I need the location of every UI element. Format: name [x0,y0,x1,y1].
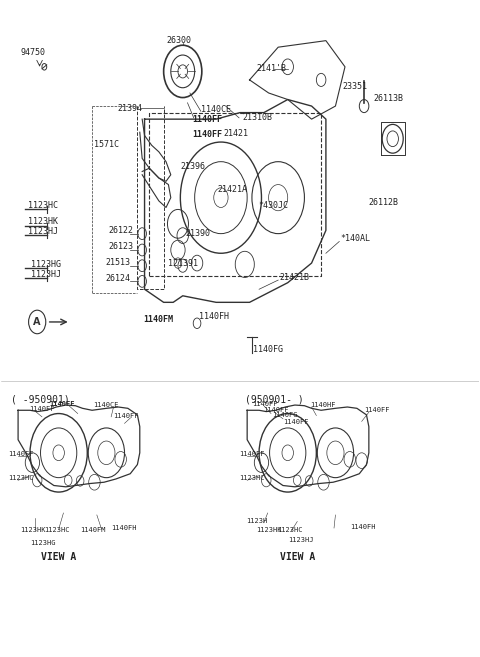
Text: 1140FH: 1140FH [350,524,375,530]
Text: 1123HC: 1123HC [9,475,34,482]
Text: 1123HJ: 1123HJ [288,537,313,543]
Text: 1140FF: 1140FF [263,407,288,413]
Text: VIEW A: VIEW A [41,553,76,562]
Text: A: A [34,317,41,327]
Text: 1571C: 1571C [95,139,120,148]
Text: (950901- ): (950901- ) [245,394,303,404]
Text: 26113B: 26113B [373,94,404,102]
Text: 1140FH: 1140FH [111,525,137,531]
Text: 1140FG: 1140FG [253,345,283,354]
Text: 1140FF: 1140FF [364,407,390,413]
Text: 21421A: 21421A [217,185,248,194]
Text: 26122: 26122 [109,226,134,235]
Text: 26300: 26300 [166,36,191,45]
Text: 2141'B: 2141'B [257,64,287,74]
Text: 21513: 21513 [106,258,131,267]
Text: 1123HJ: 1123HJ [28,227,58,235]
Text: 1123HG: 1123HG [30,540,56,546]
Text: 1123HK: 1123HK [28,217,58,227]
Text: ( -950901): ( -950901) [11,394,70,404]
Text: 1140FM: 1140FM [144,315,174,325]
Text: 1123HC: 1123HC [28,201,58,210]
Text: 121391: 121391 [168,259,198,267]
Text: 1140FF: 1140FF [283,419,309,425]
Text: 1140FG: 1140FG [273,412,298,418]
Text: 1123HK: 1123HK [256,527,281,533]
Text: 1123HC: 1123HC [44,527,70,533]
Text: 21421B: 21421B [279,273,309,282]
Text: VIEW A: VIEW A [280,553,315,562]
Text: 21396: 21396 [180,162,205,171]
Text: 1123HG: 1123HG [31,260,61,269]
Text: 1140FH: 1140FH [199,312,229,321]
Text: 21421: 21421 [223,129,248,138]
Text: 94750: 94750 [21,48,46,57]
Text: 1123HJ: 1123HJ [31,270,61,279]
Text: 1140FF: 1140FF [29,406,55,412]
Text: 21390: 21390 [185,229,210,238]
Text: 1140FF: 1140FF [239,451,264,457]
Text: 1140FF: 1140FF [114,413,139,419]
Text: 21310B: 21310B [242,114,272,122]
Text: 1123HC: 1123HC [277,527,303,533]
Text: 1123H: 1123H [246,518,267,524]
Text: 1140FF: 1140FF [192,129,222,139]
Text: 21394: 21394 [117,104,143,112]
Text: 1123HC: 1123HC [239,475,264,482]
Text: 1140FF: 1140FF [9,451,34,457]
Text: 23351: 23351 [343,82,368,91]
Text: 1140FF: 1140FF [49,401,74,407]
Text: 1140FF: 1140FF [192,115,222,124]
Text: 1140FM: 1140FM [80,527,106,533]
Text: 1123HK: 1123HK [21,527,46,533]
Text: 1140HF: 1140HF [311,402,336,408]
Text: 1140FF: 1140FF [252,401,277,407]
Text: 1140CE: 1140CE [93,402,119,408]
Text: *430JC: *430JC [258,201,288,210]
Text: 26123: 26123 [109,242,134,251]
Text: *140AL: *140AL [340,235,370,243]
Circle shape [360,99,369,112]
Text: 26124: 26124 [106,273,131,283]
Text: 1140CE: 1140CE [201,105,231,114]
Text: 26112B: 26112B [369,198,399,207]
